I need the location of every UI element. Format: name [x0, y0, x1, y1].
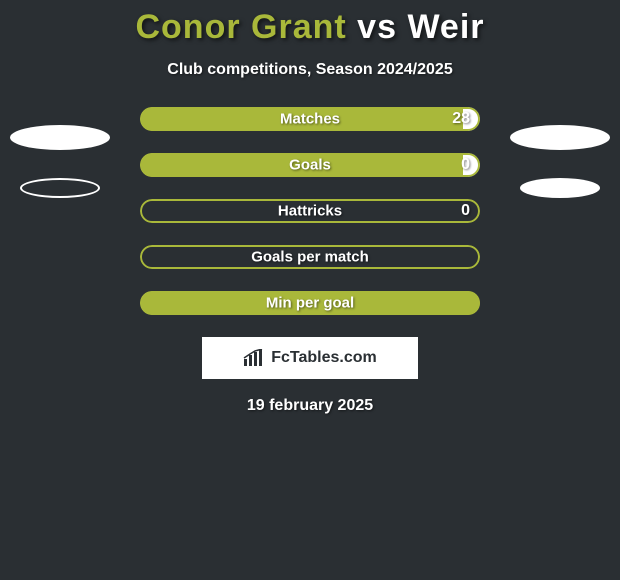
stat-value-right: 28	[452, 110, 470, 128]
title-player2: Weir	[407, 8, 484, 46]
logo-text: FcTables.com	[271, 349, 377, 367]
bar-chart-icon	[243, 349, 265, 367]
side-ellipse-1	[510, 125, 610, 150]
side-ellipse-0	[10, 125, 110, 150]
stat-label: Goals	[289, 157, 331, 174]
title-player1: Conor Grant	[135, 8, 346, 46]
stat-label: Matches	[280, 111, 340, 128]
stat-row-goals-per-match: Goals per match	[140, 245, 480, 269]
side-ellipse-3	[520, 178, 600, 198]
fctables-logo: FcTables.com	[202, 337, 418, 379]
stat-label: Goals per match	[251, 249, 369, 266]
stat-row-hattricks: Hattricks 0	[140, 199, 480, 223]
page-title: Conor Grant vs Weir	[0, 0, 620, 47]
stat-row-goals: Goals 0	[140, 153, 480, 177]
date-label: 19 february 2025	[0, 397, 620, 415]
stat-row-min-per-goal: Min per goal	[140, 291, 480, 315]
stat-row-matches: Matches 28	[140, 107, 480, 131]
stat-value-right: 0	[461, 202, 470, 220]
title-vs: vs	[357, 8, 397, 46]
side-ellipse-2	[20, 178, 100, 198]
subtitle: Club competitions, Season 2024/2025	[0, 61, 620, 79]
stat-value-right: 0	[461, 156, 470, 174]
stat-label: Hattricks	[278, 203, 342, 220]
stat-label: Min per goal	[266, 295, 354, 312]
